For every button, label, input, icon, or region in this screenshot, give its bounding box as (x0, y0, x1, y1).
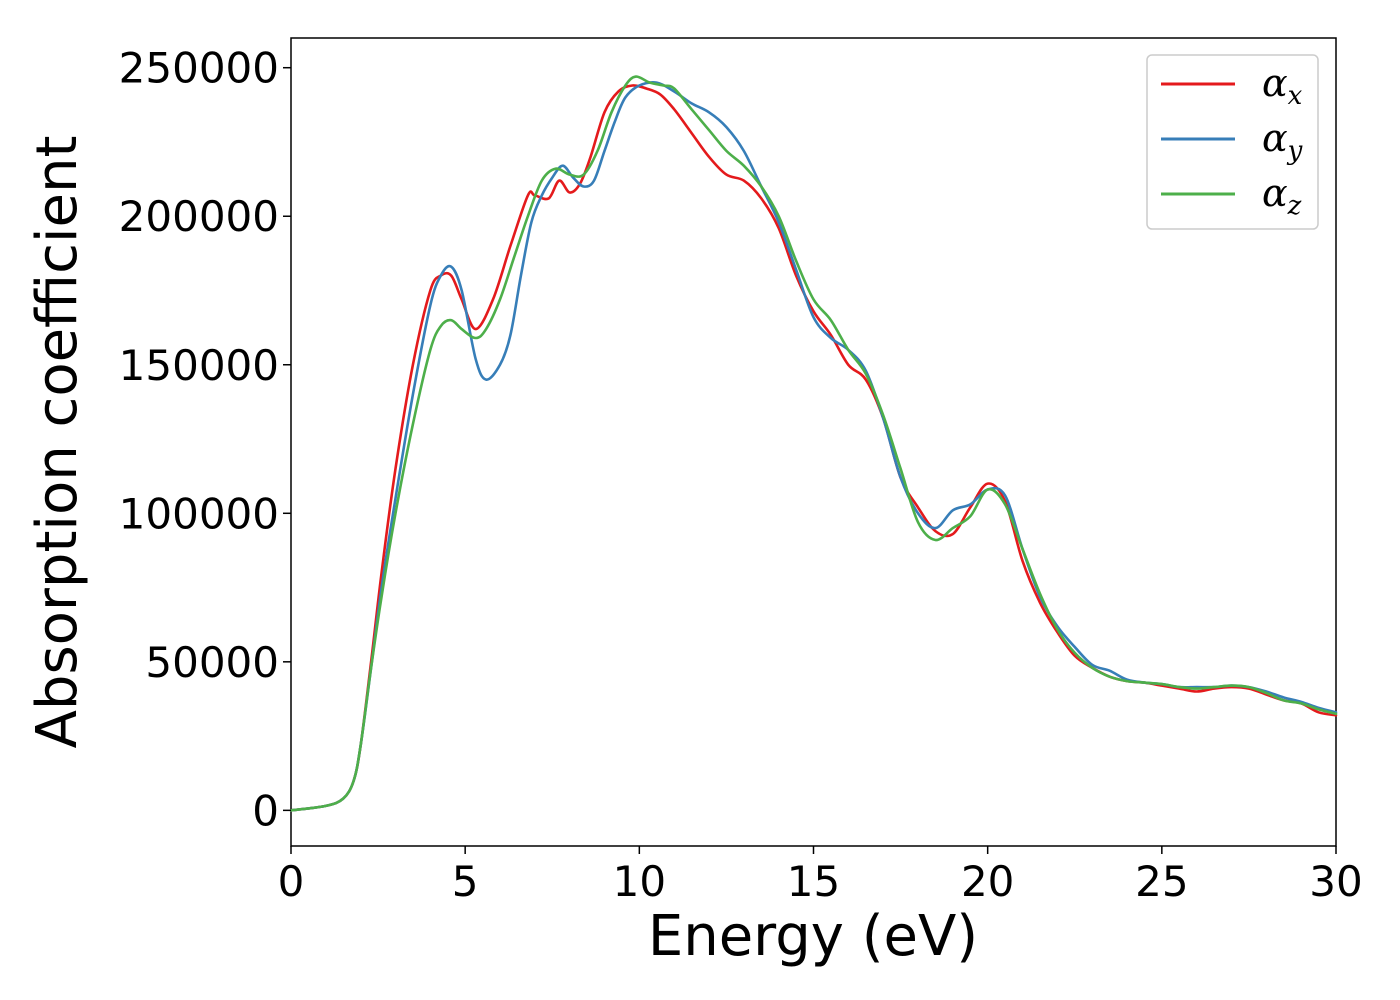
y-tick-label: 50000 (145, 638, 279, 687)
x-axis-title: Energy (eV) (648, 904, 978, 969)
series-layer (289, 75, 1338, 812)
y-tick-label: 0 (252, 786, 279, 835)
series-line-z (289, 75, 1338, 812)
y-tick-label: 150000 (119, 341, 279, 390)
x-tick-label: 5 (452, 857, 479, 906)
x-tick-label: 25 (1135, 857, 1188, 906)
y-tick-label: 200000 (119, 192, 279, 241)
x-tick-label: 10 (613, 857, 666, 906)
y-axis-ticks: 0 50000 100000 150000 200000 250000 (119, 44, 291, 835)
y-axis-title: Absorption coefficient (25, 136, 90, 749)
x-tick-label: 0 (278, 857, 305, 906)
legend-label-y: αy (1262, 116, 1303, 166)
legend-box (1146, 54, 1319, 230)
y-tick-label: 250000 (119, 44, 279, 93)
legend-label-z: αz (1262, 171, 1302, 221)
x-tick-label: 30 (1309, 857, 1362, 906)
x-axis-ticks: 0 5 10 15 20 25 30 (278, 846, 1363, 906)
x-tick-label: 15 (787, 857, 840, 906)
legend-label-x: αx (1262, 61, 1303, 111)
y-tick-label: 100000 (119, 489, 279, 538)
x-tick-label: 20 (961, 857, 1014, 906)
